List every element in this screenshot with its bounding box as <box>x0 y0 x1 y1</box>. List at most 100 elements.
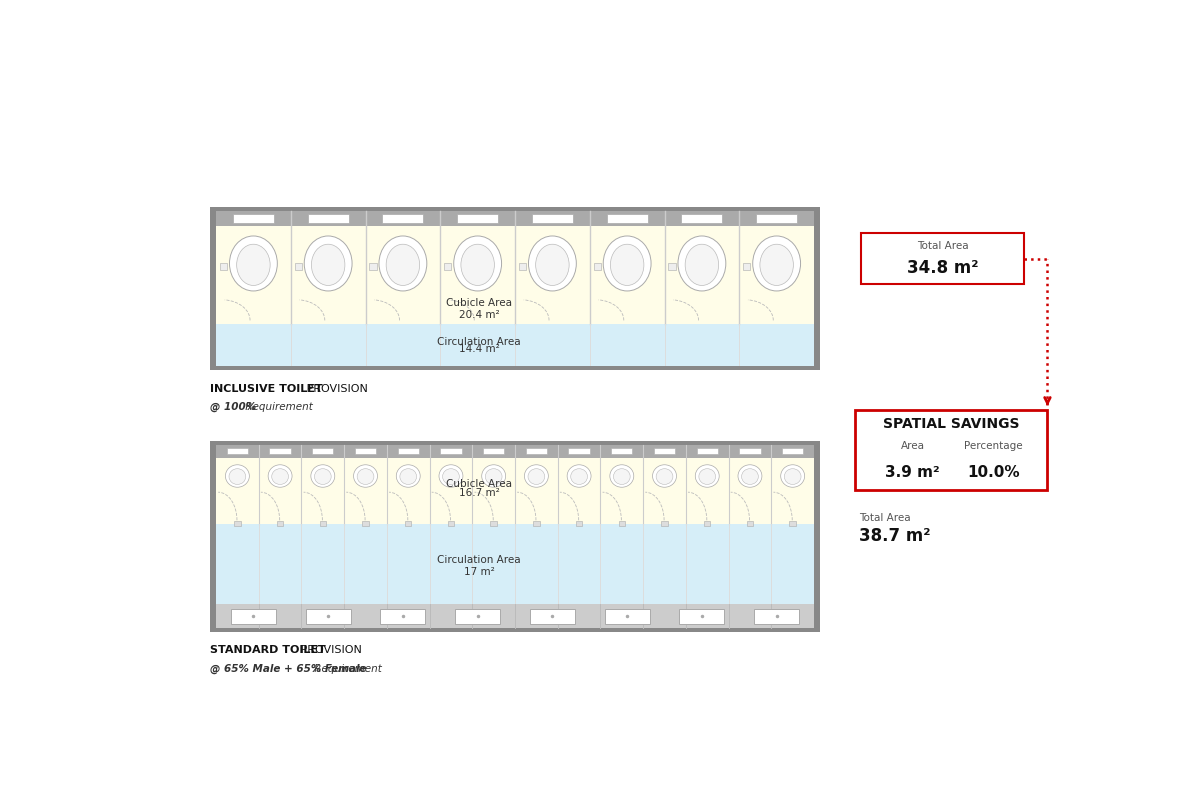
Ellipse shape <box>760 244 793 286</box>
Ellipse shape <box>656 469 673 485</box>
FancyBboxPatch shape <box>654 448 676 454</box>
FancyBboxPatch shape <box>233 214 274 222</box>
Ellipse shape <box>439 465 463 487</box>
FancyBboxPatch shape <box>576 521 582 526</box>
Text: @ 65% Male + 65% Female: @ 65% Male + 65% Female <box>210 664 367 674</box>
FancyBboxPatch shape <box>790 521 796 526</box>
Text: 20.4 m²: 20.4 m² <box>458 310 499 319</box>
FancyBboxPatch shape <box>307 214 349 222</box>
Ellipse shape <box>485 469 502 485</box>
Text: @ 100%: @ 100% <box>210 402 257 413</box>
FancyBboxPatch shape <box>491 521 497 526</box>
FancyBboxPatch shape <box>668 263 676 270</box>
FancyBboxPatch shape <box>210 441 820 632</box>
Ellipse shape <box>528 469 545 485</box>
FancyBboxPatch shape <box>482 448 504 454</box>
FancyBboxPatch shape <box>362 521 368 526</box>
FancyBboxPatch shape <box>606 214 648 222</box>
FancyBboxPatch shape <box>704 521 710 526</box>
Ellipse shape <box>386 244 420 286</box>
Text: PROVISION: PROVISION <box>296 646 362 655</box>
FancyBboxPatch shape <box>277 521 283 526</box>
Text: 10.0%: 10.0% <box>967 465 1020 480</box>
FancyBboxPatch shape <box>862 234 1024 284</box>
Text: PROVISION: PROVISION <box>302 384 367 394</box>
FancyBboxPatch shape <box>569 448 589 454</box>
Ellipse shape <box>400 469 416 485</box>
Text: 34.8 m²: 34.8 m² <box>907 258 978 277</box>
Ellipse shape <box>785 469 802 485</box>
FancyBboxPatch shape <box>406 521 412 526</box>
FancyBboxPatch shape <box>216 210 814 226</box>
FancyBboxPatch shape <box>230 609 276 624</box>
Text: SPATIAL SAVINGS: SPATIAL SAVINGS <box>883 417 1020 430</box>
FancyBboxPatch shape <box>380 609 425 624</box>
FancyBboxPatch shape <box>270 448 290 454</box>
Ellipse shape <box>571 469 588 485</box>
Text: Requirement: Requirement <box>241 402 312 412</box>
Ellipse shape <box>312 244 344 286</box>
FancyBboxPatch shape <box>227 448 248 454</box>
Text: 14.4 m²: 14.4 m² <box>458 344 499 354</box>
Text: INCLUSIVE TOILET: INCLUSIVE TOILET <box>210 384 323 394</box>
FancyBboxPatch shape <box>854 410 1048 490</box>
Ellipse shape <box>236 244 270 286</box>
Ellipse shape <box>229 469 246 485</box>
Ellipse shape <box>305 236 352 291</box>
Text: STANDARD TOILET: STANDARD TOILET <box>210 646 326 655</box>
Ellipse shape <box>461 244 494 286</box>
FancyBboxPatch shape <box>216 226 814 324</box>
Ellipse shape <box>396 465 420 487</box>
Ellipse shape <box>311 465 335 487</box>
Ellipse shape <box>685 244 719 286</box>
FancyBboxPatch shape <box>220 263 227 270</box>
Text: 38.7 m²: 38.7 m² <box>859 527 930 546</box>
FancyBboxPatch shape <box>312 448 334 454</box>
Text: Requirement: Requirement <box>311 664 382 674</box>
Ellipse shape <box>481 465 505 487</box>
Ellipse shape <box>379 236 427 291</box>
Ellipse shape <box>268 465 292 487</box>
FancyBboxPatch shape <box>739 448 761 454</box>
Ellipse shape <box>698 469 715 485</box>
Ellipse shape <box>781 465 805 487</box>
FancyBboxPatch shape <box>682 214 722 222</box>
FancyBboxPatch shape <box>611 448 632 454</box>
FancyBboxPatch shape <box>532 214 572 222</box>
Text: 3.9 m²: 3.9 m² <box>886 465 940 480</box>
FancyBboxPatch shape <box>619 521 625 526</box>
FancyBboxPatch shape <box>782 448 803 454</box>
Ellipse shape <box>354 465 378 487</box>
Ellipse shape <box>604 236 652 291</box>
FancyBboxPatch shape <box>216 458 814 523</box>
Text: Percentage: Percentage <box>965 441 1022 451</box>
FancyBboxPatch shape <box>355 448 377 454</box>
Ellipse shape <box>738 465 762 487</box>
Text: Circulation Area: Circulation Area <box>437 555 521 565</box>
Text: Cubicle Area: Cubicle Area <box>446 298 512 308</box>
FancyBboxPatch shape <box>370 263 377 270</box>
FancyBboxPatch shape <box>234 521 240 526</box>
FancyBboxPatch shape <box>444 263 451 270</box>
FancyBboxPatch shape <box>457 214 498 222</box>
Ellipse shape <box>678 236 726 291</box>
Text: 17 m²: 17 m² <box>463 567 494 577</box>
FancyBboxPatch shape <box>526 448 547 454</box>
Ellipse shape <box>314 469 331 485</box>
Ellipse shape <box>653 465 677 487</box>
FancyBboxPatch shape <box>210 366 820 370</box>
FancyBboxPatch shape <box>216 523 814 604</box>
Ellipse shape <box>611 244 644 286</box>
FancyBboxPatch shape <box>216 604 814 628</box>
Text: Total Area: Total Area <box>859 513 911 523</box>
Text: 16.7 m²: 16.7 m² <box>458 488 499 498</box>
Ellipse shape <box>752 236 800 291</box>
FancyBboxPatch shape <box>696 448 718 454</box>
Ellipse shape <box>568 465 592 487</box>
Text: Cubicle Area: Cubicle Area <box>446 479 512 489</box>
Ellipse shape <box>229 236 277 291</box>
FancyBboxPatch shape <box>216 445 814 458</box>
FancyBboxPatch shape <box>294 263 302 270</box>
FancyBboxPatch shape <box>397 448 419 454</box>
Ellipse shape <box>271 469 288 485</box>
